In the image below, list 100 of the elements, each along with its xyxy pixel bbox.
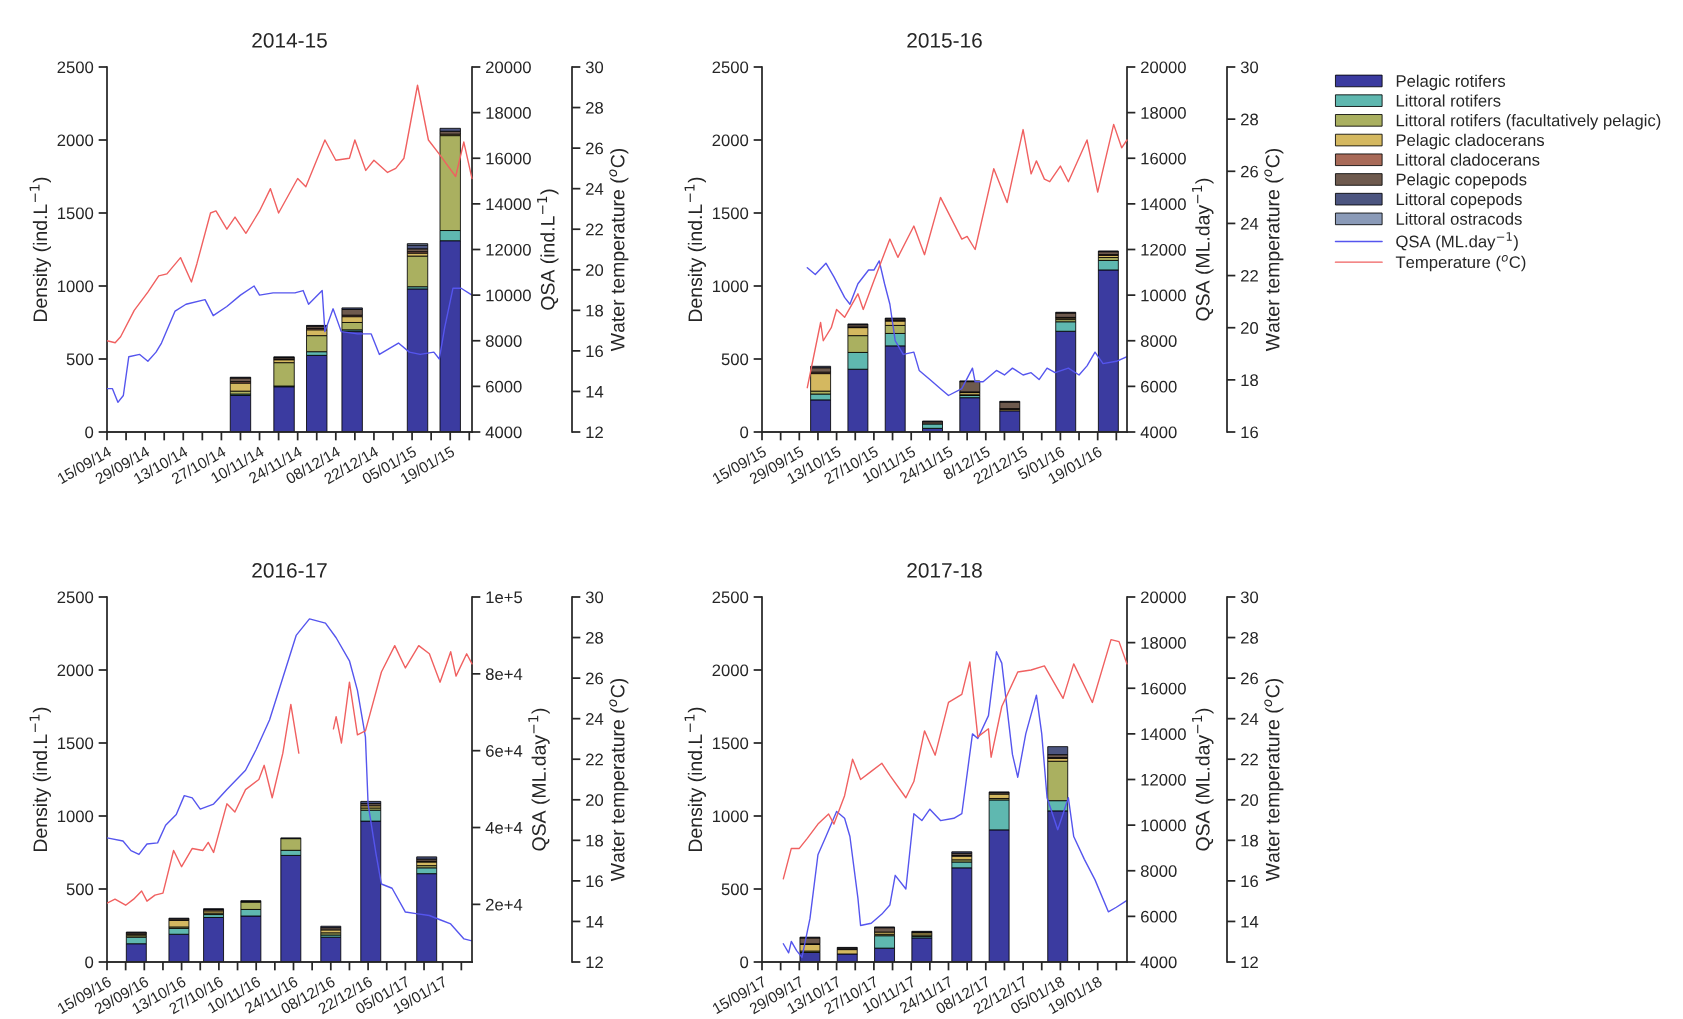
- chart-title: 2014-15: [252, 33, 327, 48]
- y-axis-title: Density (ind.L$^{−1}$): [684, 707, 706, 852]
- y3-tick-label: 24: [1241, 713, 1259, 725]
- y-axis-title: Density (ind.L$^{−1}$): [29, 177, 51, 322]
- y-tick-label: 2500: [712, 591, 749, 604]
- y2-tick-label: 20000: [486, 61, 531, 74]
- y-tick-label: 1500: [713, 207, 749, 220]
- y3-tick-label: 28: [1241, 113, 1259, 126]
- y3-tick-label: 20: [1241, 322, 1259, 334]
- y2-tick-label: 6000: [1141, 910, 1177, 923]
- y3-tick-label: 20: [586, 264, 604, 276]
- legend-label: Temperature ($^{o}$C): [1395, 254, 1526, 272]
- y3-tick-label: 22: [1241, 269, 1258, 282]
- y2-tick-label: 6000: [1141, 380, 1177, 393]
- y-tick-label: 2000: [712, 134, 749, 147]
- y2-tick-label: 8000: [485, 335, 522, 347]
- y3-tick-label: 28: [1241, 631, 1259, 644]
- legend-label: Littoral ostracods: [1396, 212, 1522, 225]
- y2-tick-label: 14000: [486, 198, 531, 211]
- y2-tick-label: 18000: [486, 107, 531, 119]
- y3-tick-label: 14: [586, 916, 604, 928]
- y3-tick-label: 28: [586, 631, 604, 644]
- legend-label: Pelagic rotifers: [1396, 74, 1506, 91]
- chart-title: 2015-16: [907, 33, 982, 48]
- y3-tick-label: 26: [586, 672, 603, 685]
- y3-axis-title: Water temperature ($^{o}$C): [1264, 148, 1284, 352]
- y-tick-label: 1000: [58, 280, 94, 293]
- y2-tick-label: 8000: [1140, 335, 1177, 347]
- y-tick-label: 2500: [57, 61, 94, 74]
- chart-title: 2016-17: [252, 563, 327, 578]
- y3-tick-label: 24: [1241, 217, 1259, 230]
- y-tick-label: 0: [85, 956, 94, 969]
- legend-label: Littoral copepods: [1396, 192, 1522, 209]
- y3-tick-label: 16: [586, 345, 603, 358]
- y-tick-label: 0: [740, 956, 749, 969]
- y3-tick-label: 26: [1241, 672, 1258, 685]
- y2-axis-title: QSA (ML.day$^{−1}$): [1192, 708, 1214, 851]
- y-tick-label: 1000: [713, 280, 749, 293]
- y2-tick-label: 10000: [1141, 289, 1186, 302]
- y2-tick-label: 8e+4: [485, 668, 523, 681]
- y2-tick-label: 20000: [1141, 61, 1186, 74]
- y2-tick-label: 12000: [1141, 243, 1186, 256]
- y2-tick-label: 12000: [486, 243, 531, 256]
- legend-label: QSA (ML.day$^{−1}$): [1396, 232, 1518, 251]
- y3-axis-title: Water temperature ($^{o}$C): [1264, 678, 1284, 882]
- y3-tick-label: 18: [586, 834, 604, 847]
- y3-tick-label: 26: [586, 142, 603, 155]
- y3-tick-label: 30: [1240, 591, 1259, 604]
- y-tick-label: 2500: [57, 591, 94, 604]
- y3-tick-label: 18: [1241, 374, 1259, 387]
- y-tick-label: 500: [721, 353, 749, 366]
- y2-tick-label: 4000: [1140, 426, 1177, 439]
- y2-tick-label: 4e+4: [485, 822, 523, 834]
- y-tick-label: 500: [66, 883, 94, 896]
- y2-tick-label: 6000: [486, 380, 522, 393]
- y3-tick-label: 18: [1241, 834, 1259, 847]
- y2-axis-title: QSA (ind.L$^{−1}$): [537, 189, 559, 310]
- y3-tick-label: 30: [1240, 61, 1259, 74]
- legend-label: Pelagic copepods: [1396, 173, 1527, 189]
- y3-tick-label: 24: [586, 183, 604, 195]
- y2-tick-label: 20000: [1141, 591, 1186, 604]
- y-tick-label: 2000: [712, 664, 749, 677]
- y3-tick-label: 22: [586, 753, 603, 766]
- y-tick-label: 1500: [58, 207, 94, 220]
- y-tick-label: 1500: [713, 737, 749, 750]
- y-axis-title: Density (ind.L$^{−1}$): [29, 707, 51, 852]
- y-tick-label: 1500: [58, 737, 94, 750]
- y2-axis-title: QSA (ML.day$^{−1}$): [528, 708, 550, 851]
- chart-title: 2017-18: [907, 563, 982, 578]
- y2-tick-label: 12000: [1141, 773, 1186, 786]
- legend-label: Littoral rotifers (facultatively pelagic): [1396, 114, 1661, 130]
- y2-tick-label: 16000: [1141, 152, 1186, 165]
- y-tick-label: 0: [740, 426, 749, 439]
- y3-tick-label: 18: [586, 304, 604, 317]
- y3-tick-label: 12: [586, 426, 603, 439]
- y2-tick-label: 8000: [1140, 865, 1177, 877]
- y2-tick-label: 16000: [486, 152, 531, 165]
- y3-axis-title: Water temperature ($^{o}$C): [609, 678, 629, 882]
- y3-tick-label: 16: [1241, 875, 1258, 888]
- y3-tick-label: 12: [1241, 956, 1258, 969]
- y-tick-label: 0: [85, 426, 94, 439]
- y3-tick-label: 28: [586, 101, 604, 114]
- legend-label: Littoral rotifers: [1396, 94, 1501, 107]
- y3-tick-label: 22: [586, 223, 603, 236]
- y3-tick-label: 22: [1241, 753, 1258, 766]
- y2-tick-label: 2e+4: [486, 898, 523, 911]
- y3-tick-label: 30: [585, 61, 604, 74]
- y2-tick-label: 10000: [1141, 819, 1186, 832]
- y2-tick-label: 4000: [485, 426, 522, 439]
- y3-tick-label: 26: [1241, 165, 1258, 178]
- y2-tick-label: 14000: [1141, 728, 1186, 741]
- y3-tick-label: 20: [1241, 794, 1259, 806]
- y3-tick-label: 14: [1241, 916, 1259, 928]
- y2-tick-label: 4000: [1140, 956, 1177, 969]
- y3-tick-label: 14: [586, 386, 604, 398]
- y3-tick-label: 16: [1241, 426, 1258, 439]
- y-tick-label: 1000: [713, 810, 749, 823]
- y3-tick-label: 16: [586, 875, 603, 888]
- y-tick-label: 2000: [57, 134, 94, 147]
- y2-axis-title: QSA (ML.day$^{−1}$): [1192, 178, 1214, 321]
